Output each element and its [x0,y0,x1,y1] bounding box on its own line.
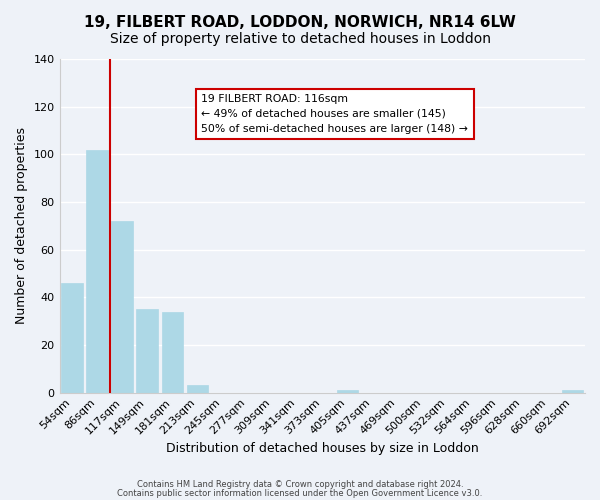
Bar [337,390,358,392]
Text: 19 FILBERT ROAD: 116sqm
← 49% of detached houses are smaller (145)
50% of semi-d: 19 FILBERT ROAD: 116sqm ← 49% of detache… [202,94,468,134]
Bar [86,150,108,392]
Bar [112,221,133,392]
Bar [136,309,158,392]
Bar [187,386,208,392]
Bar [562,390,583,392]
Y-axis label: Number of detached properties: Number of detached properties [15,128,28,324]
Text: Contains public sector information licensed under the Open Government Licence v3: Contains public sector information licen… [118,488,482,498]
Bar [61,283,83,393]
X-axis label: Distribution of detached houses by size in Loddon: Distribution of detached houses by size … [166,442,479,455]
Text: Size of property relative to detached houses in Loddon: Size of property relative to detached ho… [110,32,491,46]
Bar [161,312,183,392]
Text: 19, FILBERT ROAD, LODDON, NORWICH, NR14 6LW: 19, FILBERT ROAD, LODDON, NORWICH, NR14 … [84,15,516,30]
Text: Contains HM Land Registry data © Crown copyright and database right 2024.: Contains HM Land Registry data © Crown c… [137,480,463,489]
